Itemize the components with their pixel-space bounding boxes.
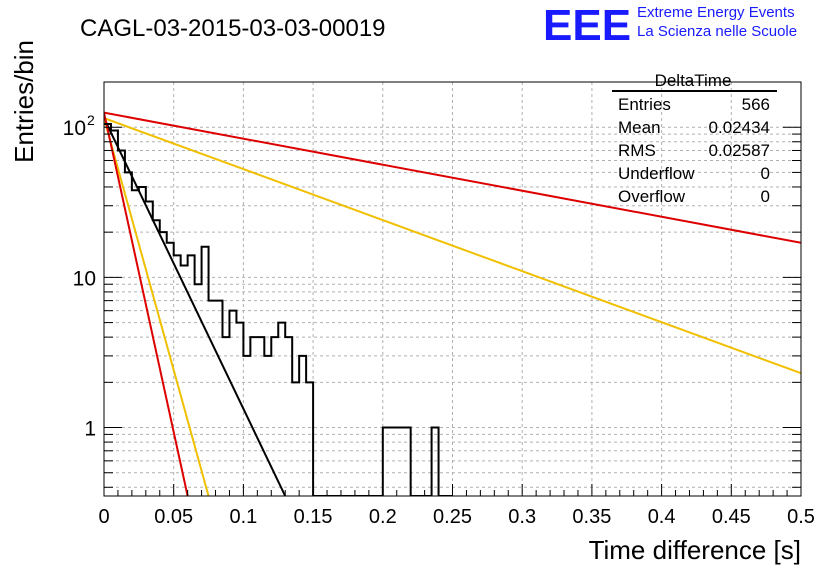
stats-value-entries: 566 [742,95,770,114]
logo-mark: EEE [543,1,631,50]
fit-line [104,111,801,244]
y-tick-label: 1 [84,418,96,441]
chart-title: CAGL-03-2015-03-03-00019 [80,15,386,42]
stats-label-overflow: Overflow [618,187,686,206]
stats-label-entries: Entries [618,95,671,114]
y-tick-label: 10 [73,267,96,290]
y-tick-label: 10 [63,117,86,140]
fit-line [104,112,189,496]
stats-value-rms: 0.02587 [709,141,770,160]
x-tick-label: 0.1 [229,506,257,528]
stats-value-overflow: 0 [761,187,770,206]
stats-value-mean: 0.02434 [709,118,770,137]
x-tick-label: 0.05 [154,506,193,528]
stats-label-rms: RMS [618,141,656,160]
histogram [104,123,453,496]
y-tick-exponent: 2 [87,112,95,128]
x-tick-label: 0 [98,506,109,528]
stats-title: DeltaTime [655,71,732,90]
x-tick-label: 0.4 [648,506,676,528]
stats-box: DeltaTime Entries 566 Mean 0.02434 RMS 0… [612,71,777,206]
eee-logo: EEE Extreme Energy Events La Scienza nel… [543,1,797,50]
fit-line [104,117,287,496]
x-axis-label: Time difference [s] [589,535,801,565]
stats-value-underflow: 0 [761,164,770,183]
fit-line [104,117,801,375]
logo-line1: Extreme Energy Events [637,4,795,21]
fit-line [104,117,210,496]
x-tick-label: 0.15 [294,506,333,528]
x-tick-label: 0.5 [787,506,815,528]
x-tick-label: 0.2 [369,506,397,528]
fit-curves [104,111,801,496]
logo-line2: La Scienza nelle Scuole [637,23,797,40]
x-tick-label: 0.45 [712,506,751,528]
stats-label-underflow: Underflow [618,164,695,183]
x-tick-label: 0.25 [433,506,472,528]
axis-ticks: 0 0.05 0.1 0.15 0.2 0.25 0.3 0.35 0.4 0.45 0.5 1 10 1… [63,81,815,528]
x-tick-label: 0.3 [508,506,536,528]
y-axis-label: Entries/bin [9,40,39,163]
x-tick-label: 0.35 [572,506,611,528]
stats-label-mean: Mean [618,118,661,137]
